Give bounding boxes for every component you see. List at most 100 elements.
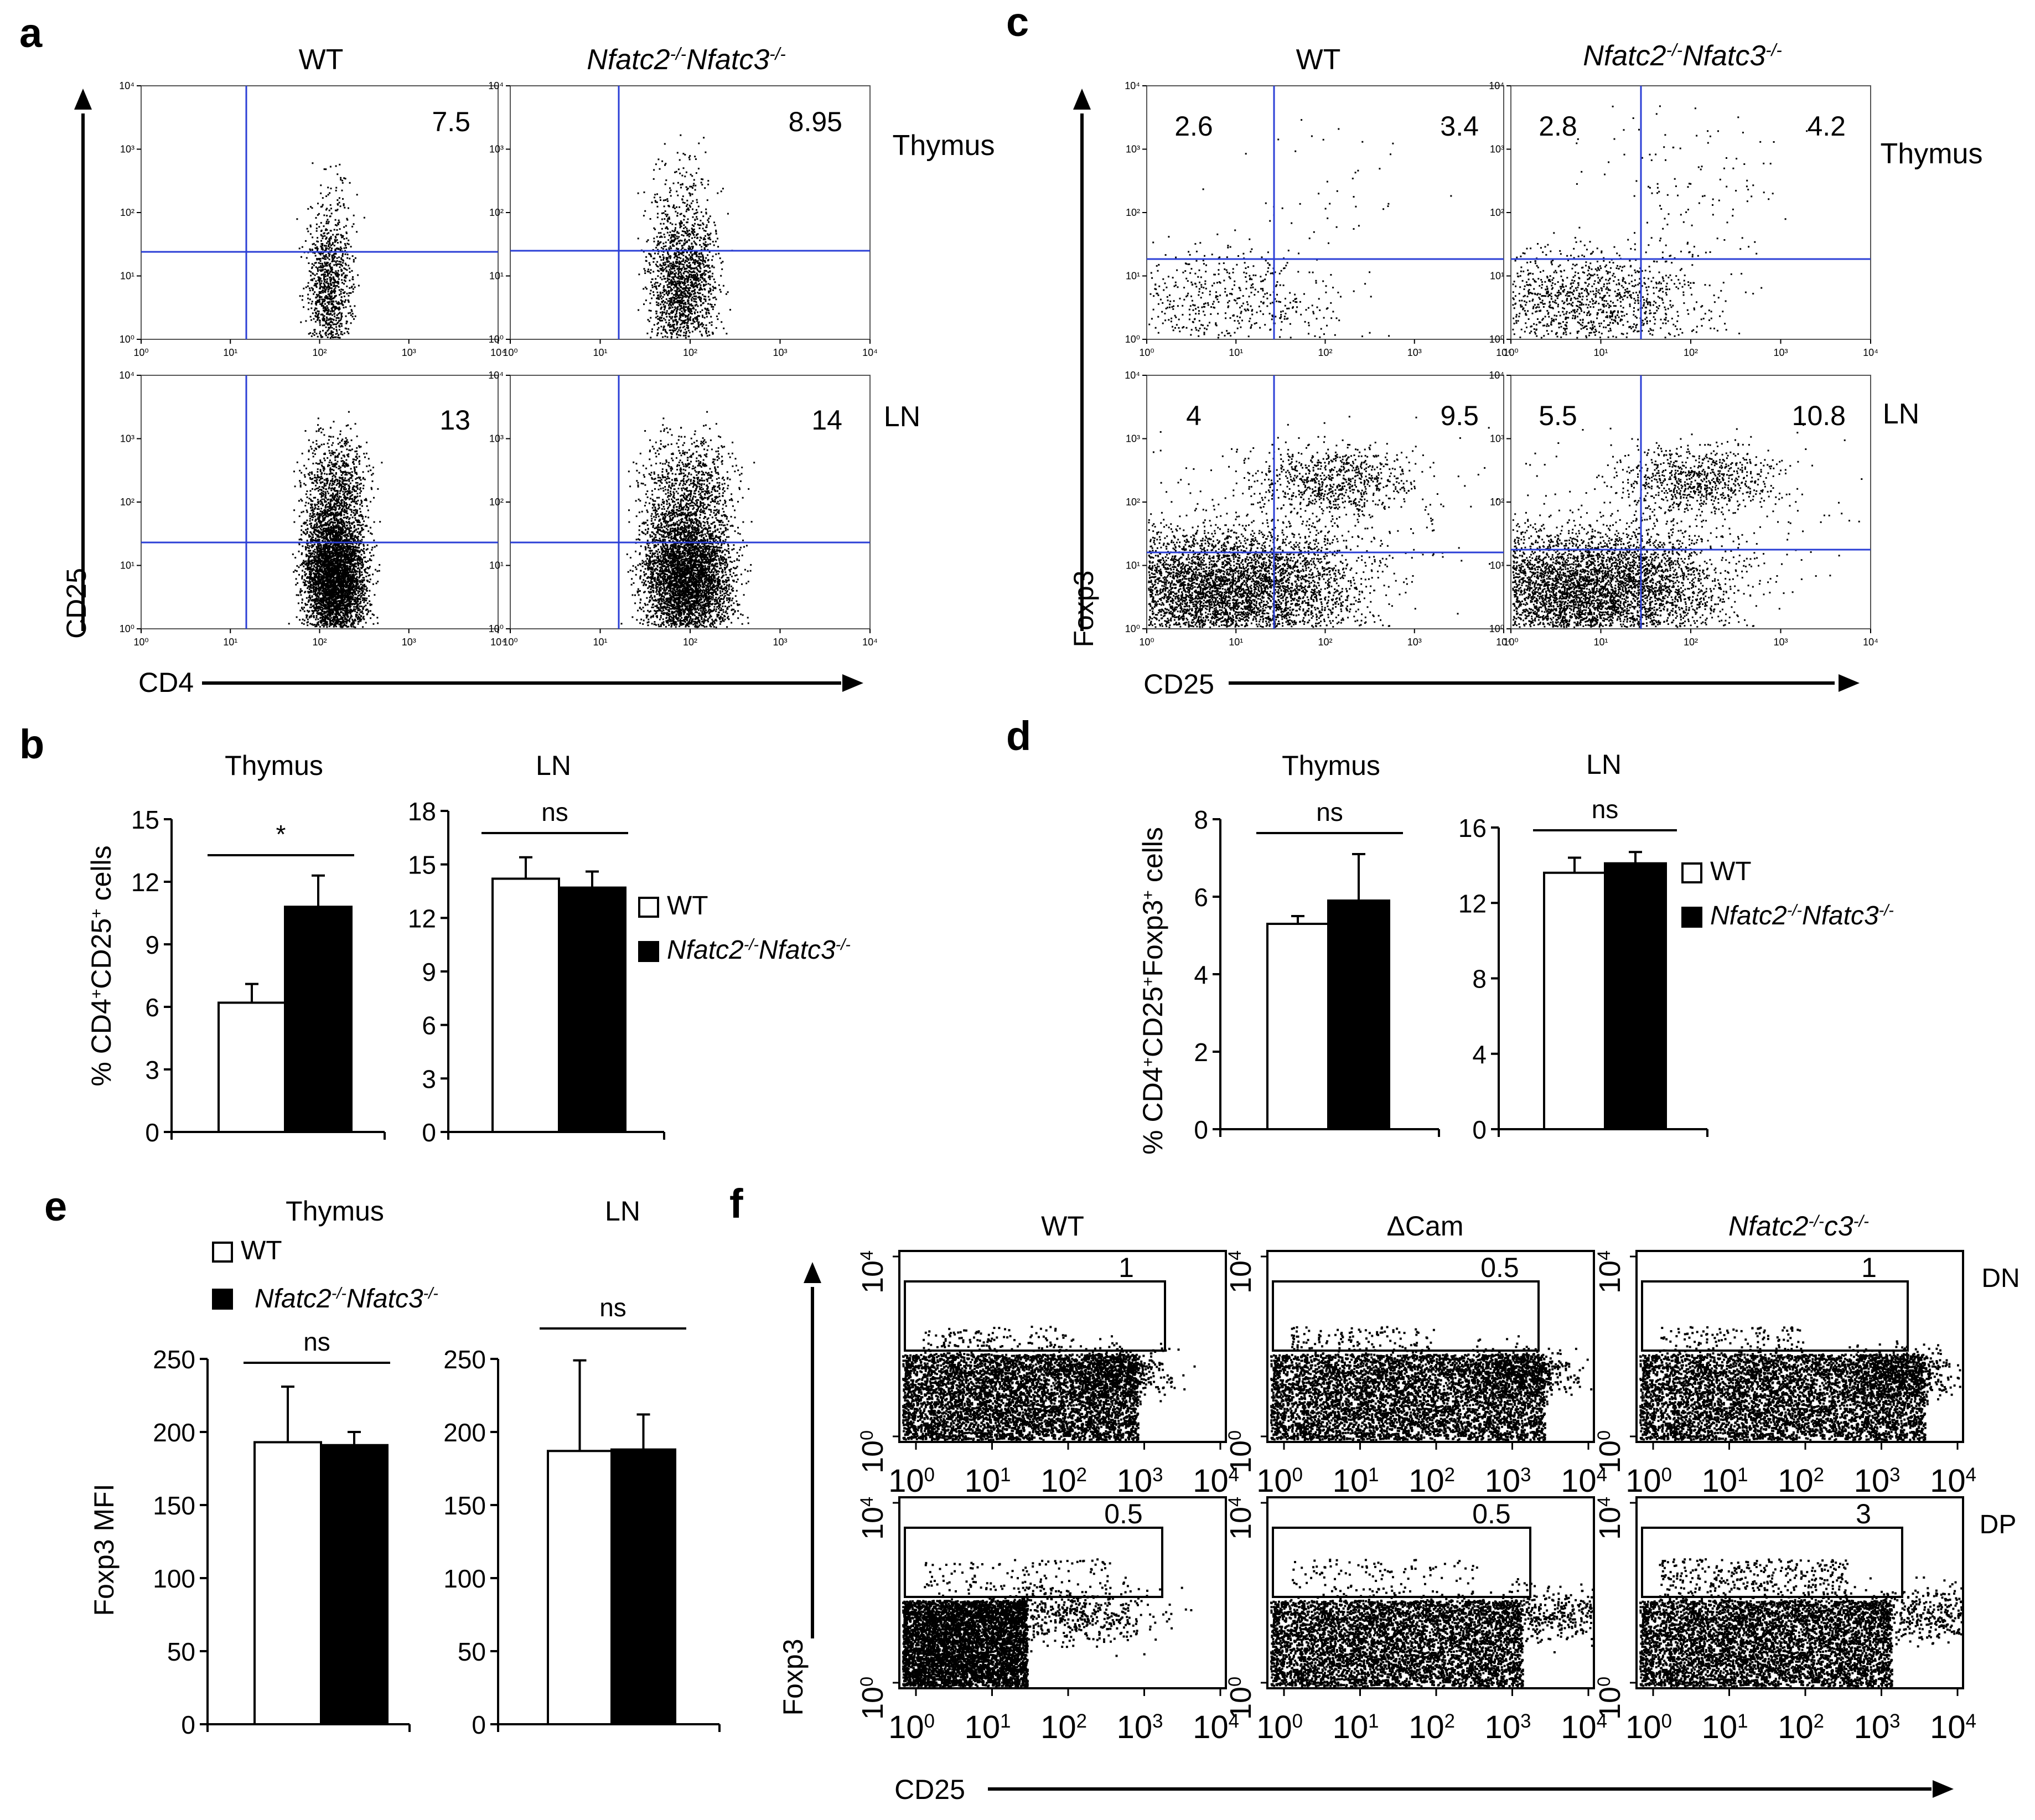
y-axis-label: % CD4+CD25+Foxp3+ cells bbox=[1137, 827, 1168, 1155]
scatter-cloud bbox=[924, 1558, 1112, 1601]
scatter-cloud bbox=[1270, 1600, 1524, 1688]
x-tick-label: 100 bbox=[888, 1463, 935, 1499]
legend-swatch-wt bbox=[212, 1242, 233, 1263]
x-tick-label: 10⁴ bbox=[490, 637, 506, 648]
x-tick-label: 102 bbox=[1778, 1709, 1824, 1745]
x-tick-label: 100 bbox=[1625, 1463, 1672, 1499]
superscript: 3 bbox=[1152, 1710, 1163, 1732]
superscript: 1 bbox=[1368, 1464, 1379, 1486]
group-title: LN bbox=[536, 750, 571, 781]
superscript: 3 bbox=[1520, 1710, 1531, 1732]
text-segment: 10 bbox=[1224, 1260, 1257, 1294]
text-segment: 10 bbox=[1625, 1709, 1661, 1745]
gate-value: 3 bbox=[1856, 1498, 1871, 1529]
x-tick-label: 10¹ bbox=[593, 637, 607, 648]
flow-plot-frame bbox=[1266, 1250, 1595, 1443]
x-tick-label: 10⁰ bbox=[503, 637, 517, 648]
y-tick-label: 6 bbox=[145, 993, 159, 1022]
y-axis-label: CD25 bbox=[61, 568, 92, 639]
text-segment: 10 bbox=[1117, 1709, 1153, 1745]
x-tick-label: 10⁴ bbox=[862, 347, 878, 358]
y-tick-label: 10⁰ bbox=[1489, 334, 1504, 345]
x-tick-label: 10² bbox=[683, 347, 697, 358]
x-tick-label: 10¹ bbox=[1593, 637, 1608, 648]
text-segment: % CD4 bbox=[1137, 1067, 1168, 1154]
y-tick-label: 10³ bbox=[1126, 433, 1140, 444]
text-segment: 10 bbox=[1930, 1463, 1966, 1499]
scatter-cloud bbox=[1659, 1326, 1805, 1356]
x-tick-label: 104 bbox=[1561, 1463, 1607, 1499]
y-tick-label: 10¹ bbox=[489, 560, 504, 571]
legend-label-wt: WT bbox=[241, 1236, 282, 1265]
x-tick-label: 10⁰ bbox=[1139, 637, 1154, 648]
text-segment: 10 bbox=[856, 1507, 889, 1540]
x-axis-arrowhead bbox=[842, 674, 863, 692]
ko-bar bbox=[284, 906, 353, 1133]
superscript: -/- bbox=[423, 1285, 438, 1302]
y-tick-label: 100 bbox=[1224, 1677, 1257, 1720]
panel-letter-d: d bbox=[1006, 713, 1031, 759]
text-segment: Nfatc2 bbox=[1583, 40, 1666, 72]
y-tick-label: 100 bbox=[1593, 1430, 1627, 1473]
gate-value: 0.5 bbox=[1104, 1498, 1143, 1529]
y-tick-label: 12 bbox=[1458, 889, 1487, 918]
y-tick-label: 10⁴ bbox=[1489, 80, 1504, 91]
superscript: -/- bbox=[670, 44, 686, 64]
text-segment: 10 bbox=[856, 1440, 889, 1473]
panel-letter-e: e bbox=[44, 1183, 67, 1229]
gate-box bbox=[904, 1280, 1166, 1352]
y-tick-label: 18 bbox=[408, 797, 436, 826]
y-tick-label: 10⁴ bbox=[1125, 80, 1140, 91]
y-tick-label: 10¹ bbox=[120, 560, 134, 571]
x-tick-label: 103 bbox=[1117, 1463, 1163, 1499]
y-tick-label: 10¹ bbox=[1126, 271, 1140, 282]
x-tick-label: 103 bbox=[1485, 1463, 1531, 1499]
x-tick-label: 101 bbox=[965, 1463, 1011, 1499]
y-tick-label: 10⁴ bbox=[1125, 370, 1140, 381]
superscript: 0 bbox=[1225, 1430, 1245, 1440]
scatter-cloud bbox=[288, 488, 381, 628]
text-segment: 10 bbox=[1040, 1709, 1076, 1745]
scatter-cloud bbox=[1659, 1558, 1849, 1602]
panel-letter-b: b bbox=[19, 721, 44, 767]
scatter-cloud bbox=[1639, 1600, 1893, 1688]
superscript: + bbox=[1139, 890, 1157, 900]
superscript: 1 bbox=[1000, 1710, 1011, 1732]
x-tick-label: 10¹ bbox=[223, 637, 237, 648]
text-segment: 10 bbox=[1702, 1463, 1738, 1499]
y-tick-label: 10² bbox=[489, 207, 504, 218]
y-tick-label: 100 bbox=[1593, 1677, 1627, 1720]
y-tick-label: 9 bbox=[145, 930, 159, 959]
gate-box bbox=[1272, 1280, 1540, 1352]
x-tick-label: 10⁰ bbox=[133, 347, 148, 358]
column-title: WT bbox=[1296, 44, 1341, 76]
y-tick-label: 15 bbox=[408, 851, 436, 880]
y-tick-label: 100 bbox=[856, 1677, 889, 1720]
x-tick-label: 10³ bbox=[1407, 637, 1422, 648]
y-tick-label: 10⁰ bbox=[489, 623, 504, 634]
significance-label: * bbox=[276, 820, 286, 849]
x-tick-label: 104 bbox=[1193, 1463, 1239, 1499]
wt-bar bbox=[491, 877, 560, 1133]
quadrant-value: 14 bbox=[811, 405, 842, 436]
superscript: -/- bbox=[1853, 1212, 1869, 1230]
column-title: Nfatc2-/-Nfatc3-/- bbox=[1583, 40, 1782, 72]
superscript: + bbox=[1139, 977, 1157, 987]
superscript: 3 bbox=[1889, 1710, 1900, 1732]
y-tick-label: 0 bbox=[422, 1118, 436, 1147]
y-tick-label: 10⁴ bbox=[119, 370, 134, 381]
scatter-cloud bbox=[902, 1353, 1140, 1441]
text-segment: Nfatc3 bbox=[686, 44, 769, 76]
panel-letter-f: f bbox=[729, 1181, 743, 1227]
flow-plot-frame bbox=[898, 1250, 1227, 1443]
y-tick-label: 12 bbox=[408, 904, 436, 933]
text-segment: 10 bbox=[1040, 1463, 1076, 1499]
y-tick-label: 4 bbox=[1472, 1040, 1487, 1069]
x-tick-label: 101 bbox=[1702, 1709, 1748, 1745]
legend-label-ko: Nfatc2-/-Nfatc3-/- bbox=[1710, 901, 1894, 930]
x-tick-label: 101 bbox=[1333, 1463, 1379, 1499]
y-tick-label: 10¹ bbox=[1490, 560, 1504, 571]
y-tick-label: 10³ bbox=[1490, 433, 1504, 444]
group-title: Thymus bbox=[286, 1196, 384, 1227]
y-tick-label: 12 bbox=[131, 868, 159, 897]
